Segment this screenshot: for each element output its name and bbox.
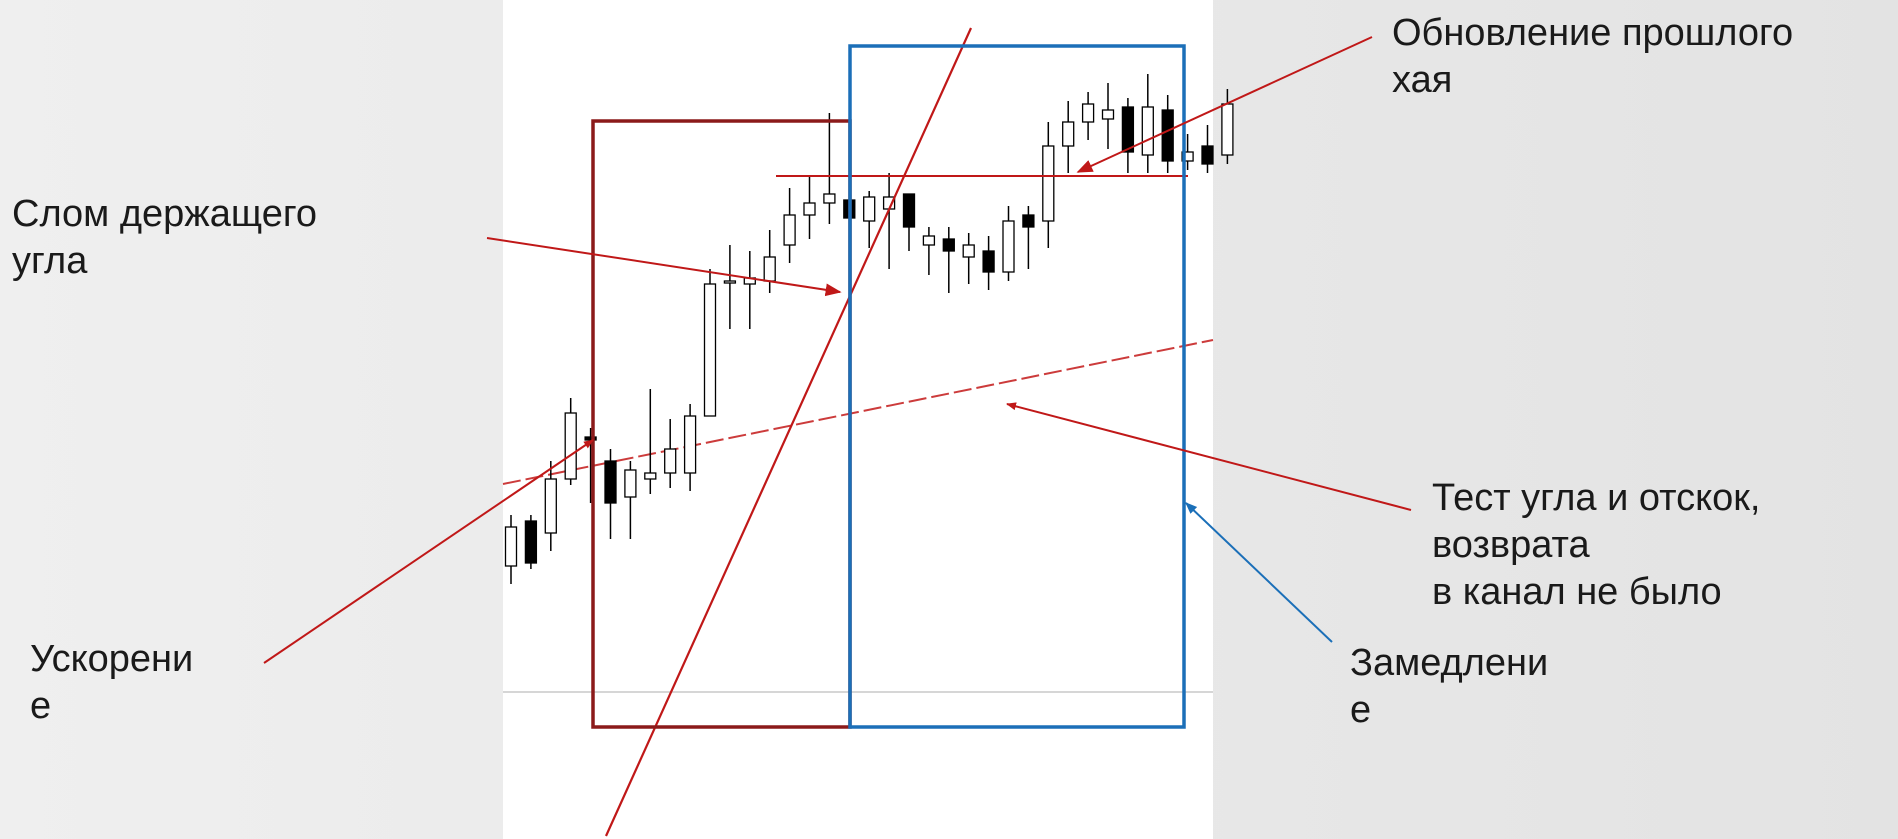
candle	[1121, 98, 1135, 173]
deceleration-label: Замедлени е	[1350, 640, 1548, 734]
candle	[564, 398, 577, 485]
candle	[942, 227, 955, 293]
candle	[902, 193, 916, 251]
candle-body	[504, 526, 518, 567]
angle-test-label-line: в канал не было	[1432, 571, 1722, 613]
candle-body	[1221, 103, 1234, 156]
angle-test-label: Тест угла и отскок, возврата в канал не …	[1432, 475, 1761, 616]
candle	[1022, 206, 1035, 269]
angle-test-label-line: Тест угла и отскок,	[1432, 477, 1761, 519]
deceleration-arrow	[1185, 502, 1333, 643]
acceleration-arrow	[263, 439, 594, 664]
candle-body	[1141, 106, 1154, 156]
candle	[783, 188, 796, 263]
candle-body	[1002, 220, 1015, 273]
candle	[544, 461, 557, 551]
candle	[1002, 206, 1015, 281]
prior-high-label-line: Обновление прошлого	[1392, 12, 1794, 54]
candle-body	[664, 448, 677, 474]
candle	[1062, 101, 1075, 173]
candle-body	[644, 472, 657, 480]
candle-body	[1161, 109, 1174, 162]
candle	[922, 227, 936, 275]
deceleration-label-line: е	[1350, 689, 1372, 731]
candle-body	[823, 193, 836, 204]
prior-high-label: Обновление прошлого хая	[1392, 10, 1793, 104]
candle-body	[564, 412, 577, 480]
candle-body	[1101, 109, 1115, 120]
break-angle-label-line: Слом держащего	[12, 193, 317, 235]
acceleration-label-line: е	[30, 685, 52, 727]
candle	[1141, 74, 1154, 173]
candle	[664, 419, 677, 488]
candle	[504, 515, 518, 584]
candle-body	[1042, 145, 1055, 222]
candle-body	[1081, 103, 1095, 123]
candle-body	[1181, 151, 1194, 162]
candle-body	[863, 196, 876, 222]
prior-high-arrow	[1076, 36, 1373, 173]
candle-body	[604, 460, 617, 504]
candle-body	[723, 280, 737, 284]
angle-test-arrow	[1006, 402, 1412, 511]
candle	[683, 404, 697, 491]
candle-body	[1201, 145, 1214, 165]
candle	[703, 269, 717, 417]
candle	[1201, 125, 1214, 173]
candle	[624, 461, 637, 539]
candle-body	[803, 202, 816, 216]
candle-body	[1121, 106, 1135, 153]
angle-test-label-line: возврата	[1432, 524, 1590, 566]
candle	[803, 176, 816, 239]
candle-body	[683, 415, 697, 474]
candle-body	[982, 250, 995, 273]
candle	[1181, 134, 1194, 170]
candle-body	[942, 238, 955, 252]
candle	[524, 515, 538, 569]
candle	[1081, 92, 1095, 140]
candle-body	[624, 469, 637, 498]
rising-channel-line	[502, 339, 1214, 485]
steep-trend-line	[604, 27, 973, 837]
candle-body	[962, 244, 975, 258]
candle	[1101, 83, 1115, 149]
break-angle-arrow	[486, 237, 842, 297]
break-angle-label: Слом держащего угла	[12, 191, 317, 285]
break-angle-label-line: угла	[12, 240, 88, 282]
candle-body	[902, 193, 916, 228]
deceleration-box	[848, 44, 1186, 729]
prior-high-label-line: хая	[1392, 59, 1453, 101]
candle	[823, 113, 836, 224]
candle	[604, 449, 617, 539]
candle	[723, 245, 737, 329]
chart-background	[503, 0, 1213, 839]
acceleration-label: Ускорени е	[30, 636, 193, 730]
candle-body	[703, 283, 717, 417]
candle	[962, 233, 975, 284]
candle	[1161, 95, 1174, 173]
candle-body	[763, 256, 776, 282]
candlestick-series	[504, 74, 1234, 584]
acceleration-label-line: Ускорени	[30, 638, 194, 680]
candle-body	[1022, 214, 1035, 228]
candle-body	[544, 478, 557, 534]
candle	[644, 389, 657, 494]
candle-body	[524, 520, 538, 564]
candle	[863, 191, 876, 248]
candle	[1042, 122, 1055, 248]
candle-body	[783, 214, 796, 246]
candle	[1221, 89, 1234, 164]
deceleration-label-line: Замедлени	[1350, 642, 1549, 684]
candle-body	[1062, 121, 1075, 147]
candle	[982, 236, 995, 290]
candle-body	[922, 235, 936, 246]
